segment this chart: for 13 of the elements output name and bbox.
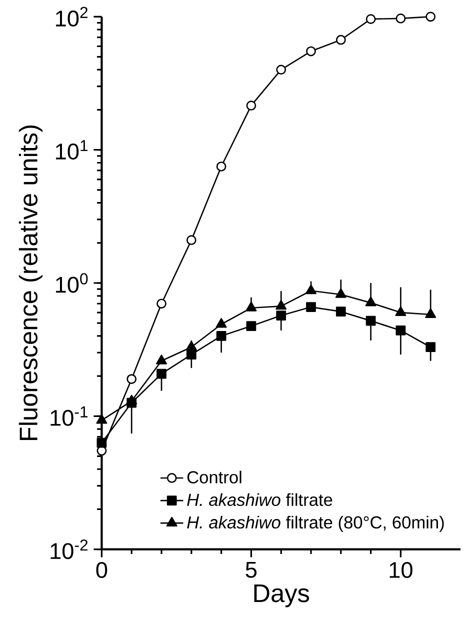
x-tick-label: 5	[246, 562, 257, 578]
legend-label: Control	[187, 470, 242, 484]
x-tick-label: 0	[96, 562, 108, 578]
y-tick-label: 10$^{0}$	[56, 273, 88, 293]
y-tick-label: 10$^{-1}$	[50, 406, 88, 426]
x-tick-label: 10	[390, 562, 412, 578]
y-tick-label: 10$^{-2}$	[50, 539, 88, 560]
legend-label: H. akashiwo filtrate (80°C, 60min)	[187, 516, 444, 532]
x-axis-title: Days	[254, 584, 310, 608]
legend-label: H. akashiwo filtrate	[187, 493, 332, 506]
y-tick-label: 10$^{1}$	[56, 140, 88, 160]
y-tick-label: 10$^{2}$	[56, 6, 88, 27]
y-axis-title: Fluorescence (relative units)	[18, 126, 43, 440]
